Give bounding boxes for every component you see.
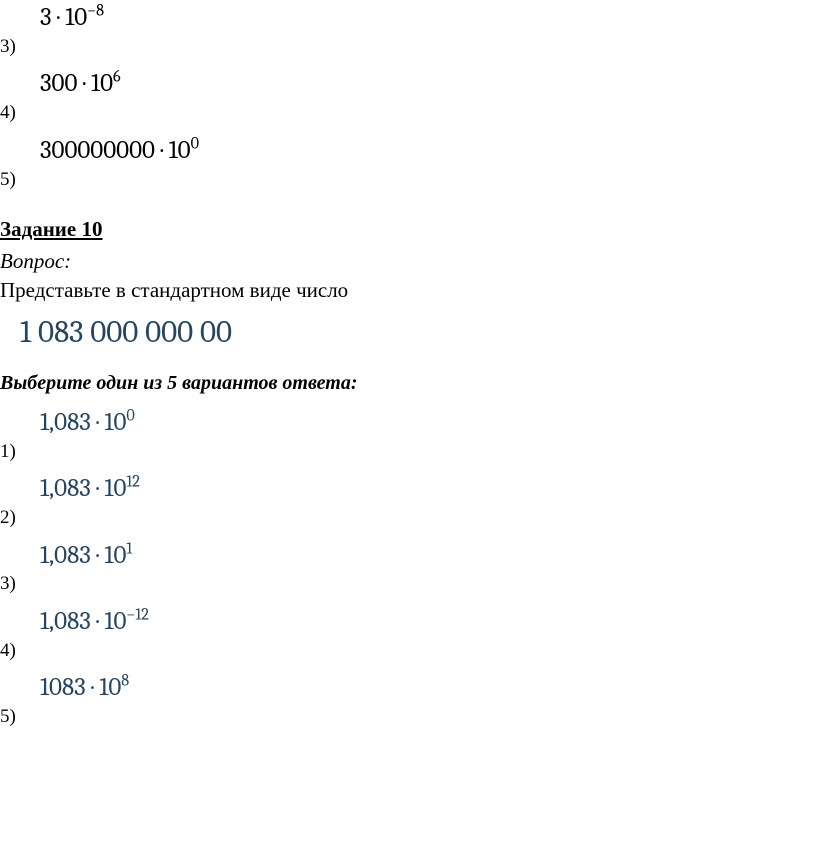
task9-option-3-expr: 3 · 10−8	[40, 0, 816, 35]
mantissa: 300	[40, 69, 77, 98]
task10-number: 1 083 000 000 00	[20, 311, 816, 354]
task9-option-5-expr: 300000000 · 100	[40, 133, 816, 168]
task10-option-2-expr: 1,083 · 1012	[40, 471, 816, 506]
task10-choose: Выберите один из 5 вариантов ответа:	[0, 369, 816, 397]
task10-option-3-num[interactable]: 3)	[0, 571, 26, 598]
task10-option-3-expr: 1,083 · 101	[40, 538, 816, 573]
ten: 10	[99, 673, 121, 702]
mantissa: 1083	[40, 673, 86, 702]
task10-option-4-num[interactable]: 4)	[0, 638, 26, 665]
task10-option-3: 1,083 · 101 3)	[0, 538, 816, 598]
dot: ·	[91, 408, 105, 437]
dot: ·	[52, 3, 66, 32]
exponent: 0	[191, 134, 199, 153]
dot: ·	[155, 136, 169, 165]
exponent: −8	[87, 2, 104, 21]
task10-option-5-expr: 1083 · 108	[40, 670, 816, 705]
task9-option-4: 300 · 106 4)	[0, 66, 816, 126]
ten: 10	[104, 607, 126, 636]
dot: ·	[91, 607, 105, 636]
task10-option-1: 1,083 · 100 1)	[0, 405, 816, 465]
task10-option-1-num[interactable]: 1)	[0, 439, 26, 466]
ten: 10	[91, 69, 113, 98]
task10-option-4: 1,083 · 10−12 4)	[0, 604, 816, 664]
mantissa: 1,083	[40, 607, 91, 636]
task9-option-5-num[interactable]: 5)	[0, 167, 26, 194]
task9-option-3: 3 · 10−8 3)	[0, 0, 816, 60]
task9-option-4-expr: 300 · 106	[40, 66, 816, 101]
exponent: 0	[126, 406, 134, 425]
ten: 10	[104, 474, 126, 503]
exponent: −12	[126, 606, 149, 625]
exponent: 1	[126, 539, 132, 558]
ten: 10	[169, 136, 191, 165]
dot: ·	[91, 474, 105, 503]
task9-option-5: 300000000 · 100 5)	[0, 133, 816, 193]
ten: 10	[104, 541, 126, 570]
task10-option-4-expr: 1,083 · 10−12	[40, 604, 816, 639]
dot: ·	[91, 541, 105, 570]
mantissa: 300000000	[40, 136, 155, 165]
exponent: 6	[113, 68, 121, 87]
task10-question-label: Вопрос:	[0, 247, 816, 276]
task10-option-5-num[interactable]: 5)	[0, 704, 26, 731]
mantissa: 3	[40, 3, 52, 32]
task10-question-text: Представьте в стандартном виде число	[0, 276, 816, 305]
task9-option-3-num[interactable]: 3)	[0, 34, 26, 61]
ten: 10	[65, 3, 87, 32]
task10-option-1-expr: 1,083 · 100	[40, 405, 816, 440]
dot: ·	[86, 673, 100, 702]
task10-option-2-num[interactable]: 2)	[0, 505, 26, 532]
task10-option-2: 1,083 · 1012 2)	[0, 471, 816, 531]
task9-option-4-num[interactable]: 4)	[0, 100, 26, 127]
ten: 10	[104, 408, 126, 437]
task10-title: Задание 10	[0, 215, 816, 244]
mantissa: 1,083	[40, 474, 91, 503]
dot: ·	[77, 69, 91, 98]
mantissa: 1,083	[40, 541, 91, 570]
task10-option-5: 1083 · 108 5)	[0, 670, 816, 730]
mantissa: 1,083	[40, 408, 91, 437]
exponent: 8	[121, 672, 129, 691]
exponent: 12	[126, 473, 140, 492]
